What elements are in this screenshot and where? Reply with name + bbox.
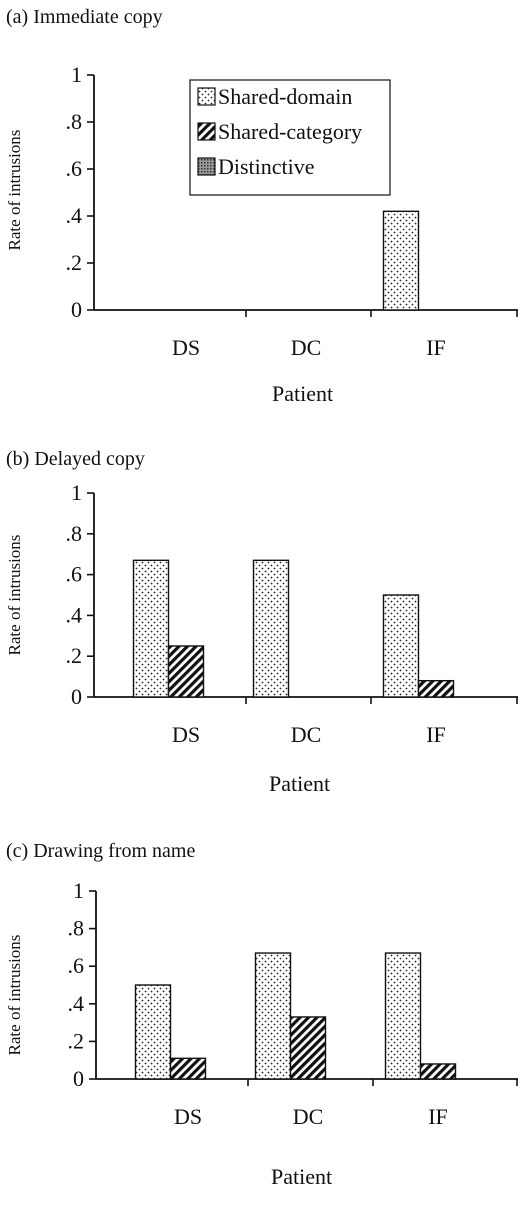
panel-c-title: (c) Drawing from name — [6, 840, 196, 862]
panel-a-title: (a) Immediate copy — [6, 6, 163, 28]
y-tick-label: .8 — [66, 521, 83, 546]
legend-swatch-dots — [197, 87, 216, 106]
bar-shared-domain-if — [382, 210, 420, 311]
bar-shared-category-dc — [289, 1016, 327, 1080]
category-label-dc: DC — [291, 722, 322, 747]
bar-shared-domain-dc — [252, 559, 290, 698]
y-tick-label: .6 — [66, 562, 83, 587]
y-tick-label: .4 — [66, 602, 83, 627]
y-tick-label: 1 — [73, 878, 84, 903]
y-tick-label: 0 — [71, 297, 82, 322]
panel-a: 0 .2 .4 .6 .8 1 DS DC IF — [66, 62, 518, 360]
panel-c: 0 .2 .4 .6 .8 1 DS DC IF — [68, 878, 518, 1129]
y-tick-label: .8 — [68, 916, 85, 941]
legend-swatch-hatch — [197, 122, 216, 141]
bar-shared-domain-dc — [254, 952, 292, 1080]
bar-shared-category-if — [417, 679, 455, 698]
y-tick-label: 1 — [71, 480, 82, 505]
legend-box — [189, 79, 391, 196]
category-label-if: IF — [426, 335, 446, 360]
panel-b-title: (b) Delayed copy — [6, 448, 145, 470]
legend-label: Shared-domain — [218, 84, 352, 109]
y-tick-label: 0 — [71, 684, 82, 709]
bar-shared-domain-ds — [134, 984, 172, 1080]
y-tick-label: .6 — [66, 156, 83, 181]
panel-b: 0 .2 .4 .6 .8 1 DS DC IF — [66, 480, 518, 747]
category-label-dc: DC — [291, 335, 322, 360]
legend-label: Distinctive — [218, 154, 315, 179]
legend-swatch-crosshatch — [197, 157, 216, 176]
y-tick-label: .4 — [66, 203, 83, 228]
category-label-if: IF — [428, 1104, 448, 1129]
bar-shared-domain-ds — [132, 559, 170, 698]
panel-c-xlabel: Patient — [271, 1164, 333, 1189]
y-tick-label: 1 — [71, 62, 82, 87]
y-tick-label: .2 — [66, 643, 83, 668]
y-tick-label: .8 — [66, 109, 83, 134]
panel-a-xlabel: Patient — [272, 381, 334, 406]
category-label-dc: DC — [293, 1104, 324, 1129]
category-label-ds: DS — [174, 1104, 202, 1129]
bar-shared-domain-if — [384, 952, 422, 1080]
legend: Shared-domain Shared-category Distinctive — [189, 79, 391, 196]
y-tick-label: 0 — [73, 1066, 84, 1091]
y-tick-label: .2 — [66, 250, 83, 275]
y-tick-label: .4 — [68, 991, 85, 1016]
bar-shared-category-if — [419, 1063, 457, 1080]
y-tick-label: .2 — [68, 1028, 85, 1053]
y-tick-label: .6 — [68, 953, 85, 978]
bar-shared-category-ds — [169, 1057, 207, 1080]
category-label-ds: DS — [172, 335, 200, 360]
legend-label: Shared-category — [218, 119, 362, 144]
category-label-ds: DS — [172, 722, 200, 747]
panel-b-xlabel: Patient — [269, 771, 331, 796]
bar-shared-category-ds — [167, 645, 205, 698]
category-label-if: IF — [426, 722, 446, 747]
bar-shared-domain-if — [382, 594, 420, 698]
